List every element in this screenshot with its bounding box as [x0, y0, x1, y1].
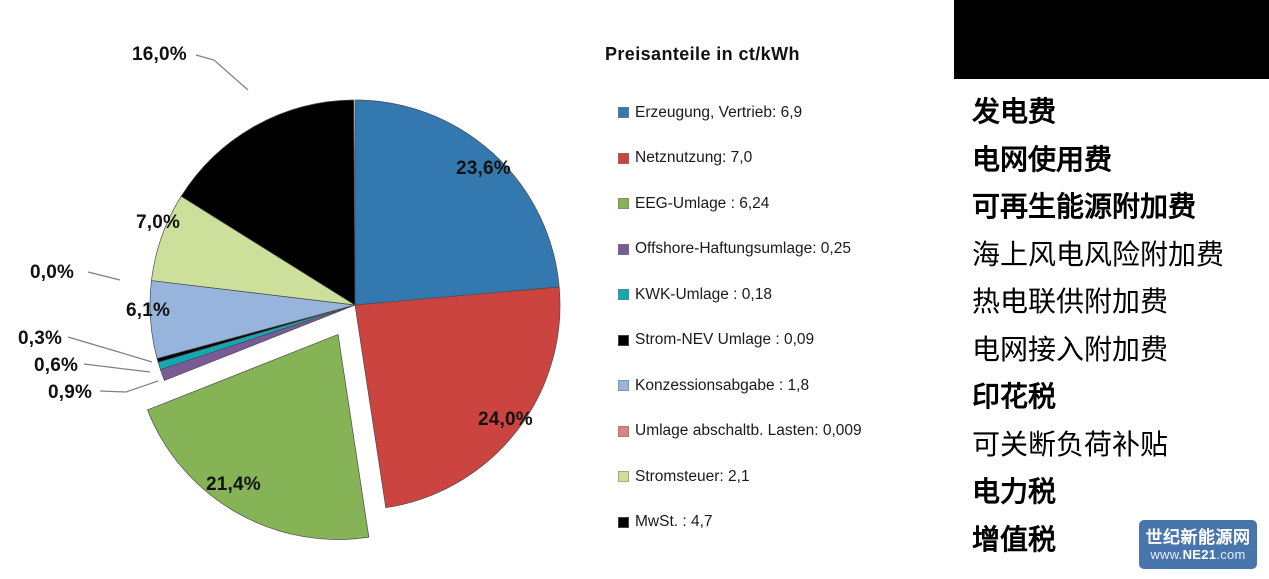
legend-eeg-umlage[interactable]: EEG-Umlage : 6,24 — [618, 181, 954, 227]
watermark-url: www.NE21.com — [1150, 547, 1245, 562]
cn-line-mwst: 增值税 — [972, 523, 1057, 555]
cn-line-kwk-umlage: 热电联供附加费 — [972, 286, 1169, 317]
pie-label-mwst: 16,0% — [132, 44, 187, 65]
cn-line-strom-nev-umlage: 电网接入附加费 — [972, 333, 1169, 365]
legend-swatch-icon — [618, 152, 629, 164]
cn-line-stromsteuer: 电力税 — [972, 476, 1057, 507]
legend-item-label: Stromsteuer: 2,1 — [635, 467, 750, 485]
legend-swatch-icon — [618, 243, 629, 255]
cn-line-erzeugung-vertrieb: 发电费 — [972, 96, 1057, 127]
cn-line-umlage-abschaltbare-lasten: 可关断负荷补贴 — [972, 428, 1169, 460]
pie-chart-svg — [147, 99, 561, 540]
legend-item-label: Umlage abschaltb. Lasten: 0,009 — [635, 422, 862, 440]
legend-swatch-icon — [618, 380, 629, 392]
cn-line-konzessionsabgabe: 印花税 — [972, 381, 1057, 412]
watermark-url-prefix: www. — [1150, 546, 1183, 562]
legend-swatch-icon — [618, 334, 629, 346]
pie-chart: 16,0% 23,6% 24,0% 21,4% 7,0% 0,0% 6,1% 0,3% 0,6%… — [0, 0, 600, 579]
pie-slice[interactable] — [354, 286, 561, 509]
legend-item-label: Erzeugung, Vertrieb: 6,9 — [635, 103, 803, 121]
pie-slice[interactable] — [180, 99, 356, 306]
translation-list: 发电费电网使用费可再生能源附加费 海上风电风险附加费 热电联供附加费 电网接入附加费印… — [972, 88, 1269, 563]
legend-title: Preisanteile in ct/kWh — [605, 44, 800, 64]
legend-netznutzung[interactable]: Netznutzung: 7,0 — [618, 136, 954, 182]
pie-label-kwk-umlage: 0,6% — [34, 355, 79, 376]
cn-line-netznutzung: 电网使用费 — [972, 143, 1113, 175]
watermark-url-suffix: .com — [1216, 546, 1246, 562]
pie-label-stromsteuer: 7,0% — [136, 212, 181, 233]
pie-label-netznutzung: 24,0% — [478, 409, 533, 430]
legend-umlage-abschaltbare-lasten[interactable]: Umlage abschaltb. Lasten: 0,009 — [618, 409, 954, 455]
legend-swatch-icon — [618, 198, 629, 210]
black-header-bar — [954, 0, 1269, 79]
pie-slice[interactable] — [147, 333, 370, 540]
chart-panel: 16,0% 23,6% 24,0% 21,4% 7,0% 0,0% 6,1% 0,3% 0,6%… — [0, 0, 954, 579]
legend-item-label: MwSt. : 4,7 — [635, 513, 713, 531]
legend-swatch-icon — [618, 471, 629, 483]
watermark-site-name: 世纪新能源网 — [1145, 527, 1251, 547]
pie-label-konzessionsabgabe: 6,1% — [126, 300, 171, 321]
legend-offshore-haftungsumlage[interactable]: Offshore-Haftungsumlage: 0,25 — [618, 227, 954, 273]
translation-panel: 发电费电网使用费可再生能源附加费 海上风电风险附加费 热电联供附加费 电网接入附加费印… — [954, 0, 1269, 579]
legend-strom-nev-umlage[interactable]: Strom-NEV Umlage : 0,09 — [618, 318, 954, 364]
legend-item-label: Strom-NEV Umlage : 0,09 — [635, 331, 815, 349]
legend-stromsteuer[interactable]: Stromsteuer: 2,1 — [618, 454, 954, 500]
legend-swatch-icon — [618, 107, 629, 119]
legend-item-label: EEG-Umlage : 6,24 — [635, 194, 770, 212]
pie-label-offshore-haftungsumlage: 0,9% — [48, 382, 93, 403]
pie-label-eeg-umlage: 21,4% — [206, 474, 261, 495]
legend-swatch-icon — [618, 425, 629, 437]
cn-line-eeg-umlage: 可再生能源附加费 — [972, 191, 1197, 222]
watermark-url-brand: NE21 — [1182, 546, 1217, 562]
legend-swatch-icon — [618, 289, 629, 301]
legend-list: Erzeugung, Vertrieb: 6,9 Netznutzung: 7,0… — [618, 90, 954, 545]
legend-swatch-icon — [618, 516, 629, 528]
pie-label-strom-nev-umlage: 0,3% — [18, 328, 63, 349]
legend-mwst[interactable]: MwSt. : 4,7 — [618, 500, 954, 546]
legend-konzessionsabgabe[interactable]: Konzessionsabgabe : 1,8 — [618, 363, 954, 409]
legend-erzeugung-vertrieb[interactable]: Erzeugung, Vertrieb: 6,9 — [618, 90, 954, 136]
legend-item-label: KWK-Umlage : 0,18 — [635, 285, 772, 303]
legend-item-label: Netznutzung: 7,0 — [635, 149, 753, 167]
pie-label-erzeugung-vertrieb: 23,6% — [456, 158, 511, 179]
pie-slice-group — [147, 99, 561, 540]
pie-label-umlage-abschaltbare-lasten: 0,0% — [30, 262, 75, 283]
legend-item-label: Offshore-Haftungsumlage: 0,25 — [635, 240, 851, 258]
cn-line-offshore-haftungsumlage: 海上风电风险附加费 — [972, 238, 1225, 270]
legend-kwk-umlage[interactable]: KWK-Umlage : 0,18 — [618, 272, 954, 318]
chart-legend: Preisanteile in ct/kWh Erzeugung, Vertri… — [600, 30, 954, 560]
watermark: 世纪新能源网 www.NE21.com — [1139, 520, 1257, 569]
pie-slice[interactable] — [354, 99, 560, 306]
legend-item-label: Konzessionsabgabe : 1,8 — [635, 376, 810, 394]
